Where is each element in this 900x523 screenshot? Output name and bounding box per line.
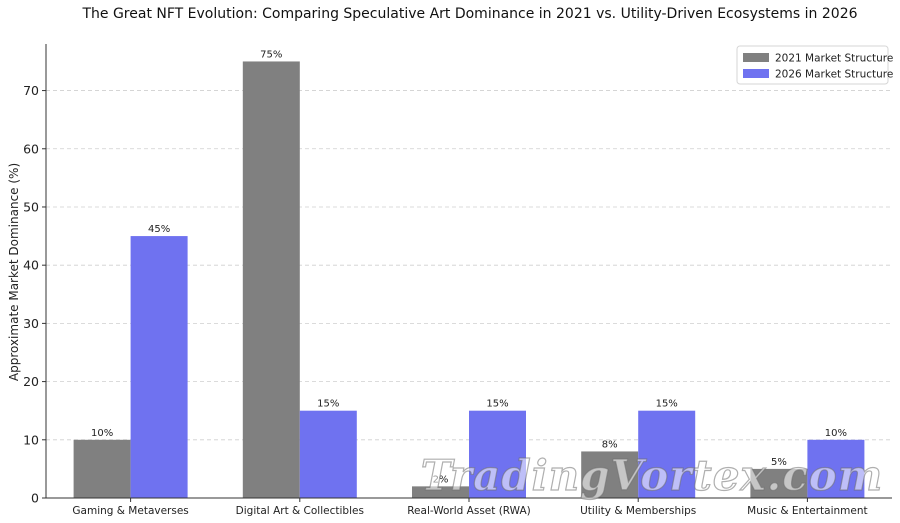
y-tick-label: 0 [31,491,39,506]
bar [469,410,526,498]
y-tick-label: 60 [23,141,39,156]
y-tick-label: 20 [23,374,39,389]
y-tick-label: 50 [23,199,39,214]
legend-label: 2021 Market Structure [775,53,893,65]
bar [299,410,357,498]
y-tick-label: 30 [23,316,39,331]
y-tick-label: 40 [23,258,39,273]
bar [807,439,865,498]
bars [73,61,865,499]
bar [581,451,639,498]
bar-data-label: 15% [656,399,678,410]
bar [638,410,696,498]
x-tick-label: Digital Art & Collectibles [236,505,364,517]
y-tick-label: 10 [23,432,39,447]
legend-label: 2026 Market Structure [775,69,893,81]
watermark-text: TradingVortex.com [421,451,883,500]
y-axis-label: Approximate Market Dominance (%) [7,163,21,381]
chart-title: The Great NFT Evolution: Comparing Specu… [81,6,857,22]
x-tick-label: Music & Entertainment [747,505,868,517]
legend-swatch [743,53,769,62]
axes: 0 10 20 30 40 50 60 70 Gaming & Metaverses Digita… [23,44,892,517]
bar [130,236,188,499]
legend-box [736,45,889,85]
data-labels: 10% 45% 75% 15% 2% 15% 8% 15% 5% 10% [91,49,847,485]
bar-data-label: 10% [825,428,847,439]
bar-data-label: 2% [433,474,449,485]
bar-data-label: 45% [148,224,170,235]
x-tick-label: Utility & Memberships [580,505,696,517]
legend-swatch [743,69,769,78]
bar-data-label: 8% [602,439,618,450]
x-tick-label: Real-World Asset (RWA) [407,505,531,517]
bar-data-label: 75% [260,49,282,60]
bar [750,468,808,498]
x-tick-label: Gaming & Metaverses [72,505,188,517]
bar-data-label: 5% [771,457,787,468]
bar-data-label: 10% [91,428,113,439]
bar-data-label: 15% [317,399,339,410]
y-tick-label: 70 [23,83,39,98]
bar [412,486,469,498]
bar-data-label: 15% [486,399,508,410]
bar [242,61,300,498]
bar [73,439,131,498]
legend: 2021 Market Structure 2026 Market Structu… [736,45,893,85]
